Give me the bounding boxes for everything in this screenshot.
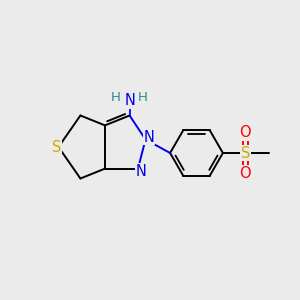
Text: N: N: [144, 130, 154, 145]
Text: H: H: [111, 91, 121, 104]
Text: N: N: [124, 93, 135, 108]
Text: O: O: [240, 125, 251, 140]
Text: N: N: [136, 164, 146, 178]
Text: O: O: [240, 166, 251, 181]
Text: S: S: [52, 140, 62, 154]
Text: H: H: [138, 91, 148, 104]
Text: S: S: [241, 146, 250, 160]
